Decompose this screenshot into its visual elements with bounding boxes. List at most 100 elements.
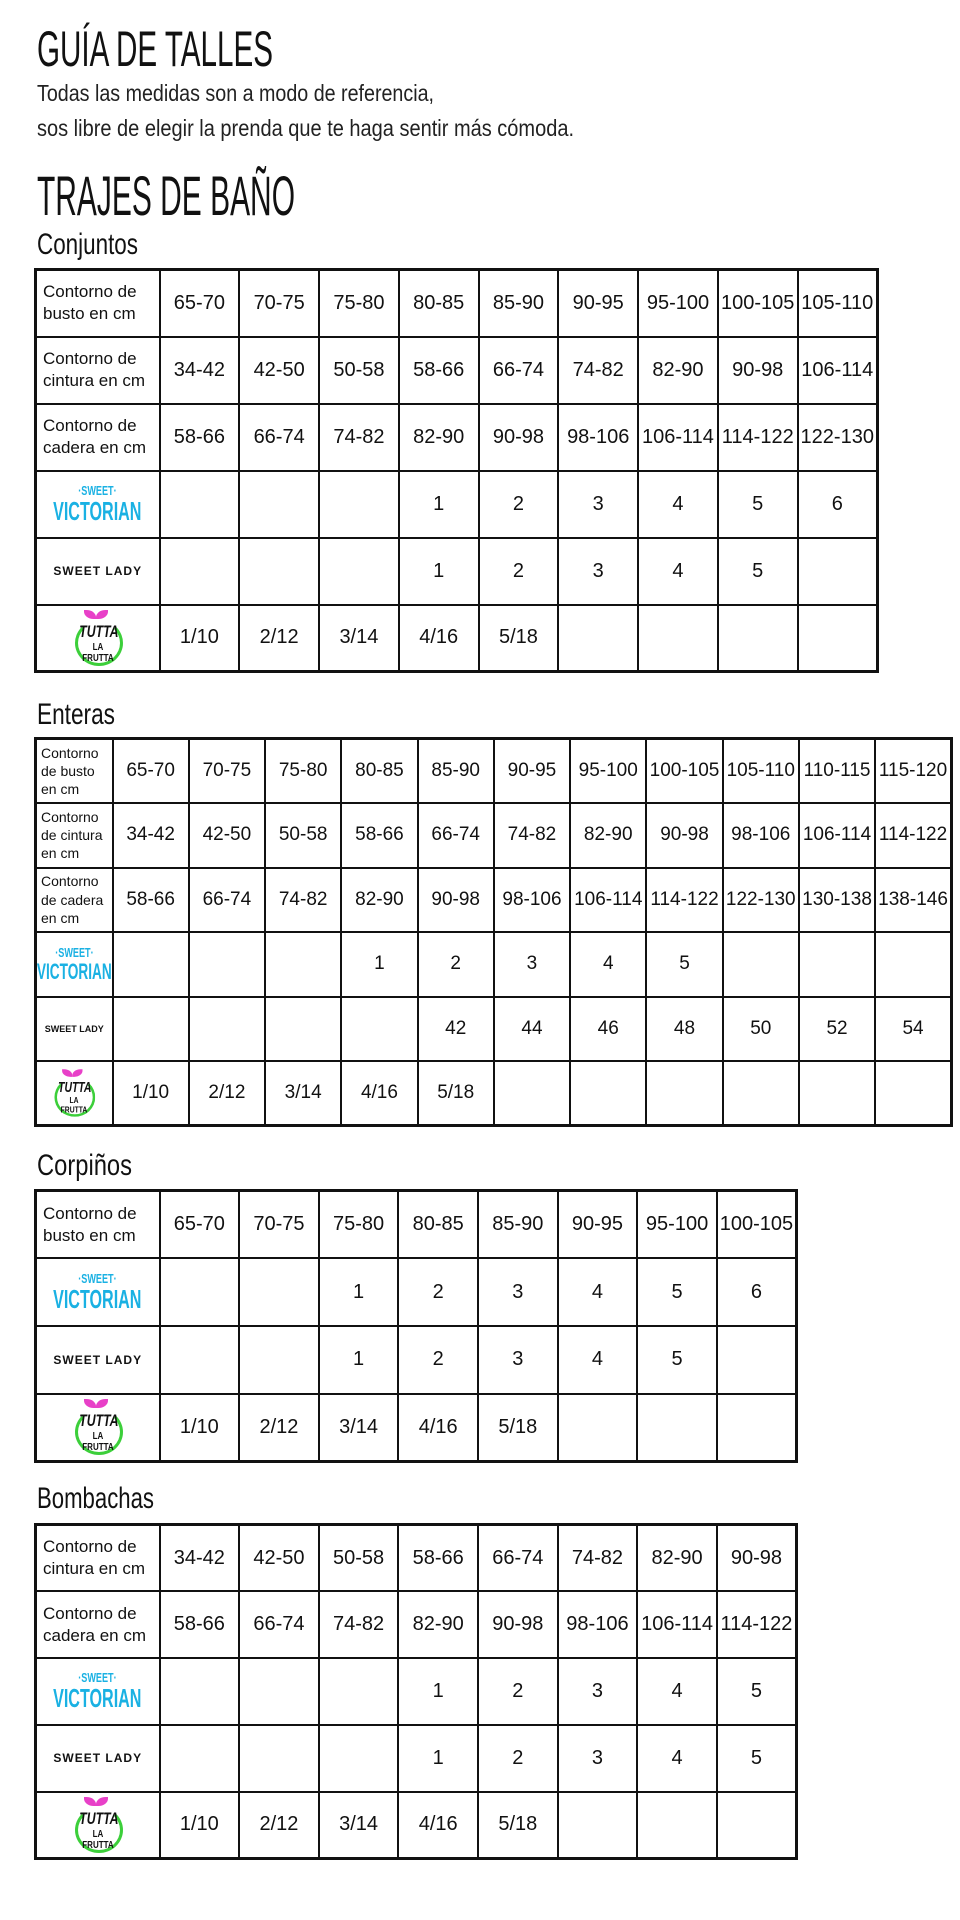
size-cell: 46 xyxy=(569,995,648,1062)
size-cell: 74-82 xyxy=(492,802,572,869)
size-cell: 4 xyxy=(636,1723,718,1793)
size-cell: 90-98 xyxy=(715,1523,798,1593)
size-cell: 90-95 xyxy=(557,268,640,338)
brand-cell: ·SWEET· VICTORIAN xyxy=(34,1657,161,1726)
size-cell: 3 xyxy=(556,1657,639,1726)
size-table-enteras: Contorno de busto en cm 65-70 70-75 75-80 80… xyxy=(34,737,953,1127)
leaf-icon xyxy=(95,609,108,619)
sweet-lady-logo: SWEET LADY xyxy=(38,1751,158,1765)
leaf-icon xyxy=(83,1796,96,1806)
brand-cell: TUTTA LA FRUTTA xyxy=(34,1790,161,1860)
heading-conjuntos: Conjuntos xyxy=(37,228,138,261)
size-cell: 58-66 xyxy=(397,335,480,405)
size-cell: 80-85 xyxy=(397,268,480,338)
size-cell: 66-74 xyxy=(477,335,560,405)
size-cell: 90-95 xyxy=(492,737,572,804)
table-row: ·SWEET· VICTORIAN 1 2 3 4 5 6 xyxy=(34,469,879,539)
sweet-victorian-wordmark: ·SWEET· VICTORIAN xyxy=(38,945,111,983)
size-cell: 75-80 xyxy=(264,737,343,804)
size-cell: 58-66 xyxy=(397,1523,479,1593)
size-cell: 1 xyxy=(317,1257,400,1327)
tutta-la-frutta-logo: TUTTA LA FRUTTA xyxy=(38,1399,158,1456)
size-cell: 90-98 xyxy=(416,866,495,933)
size-cell: 5 xyxy=(716,469,799,539)
size-cell: 98-106 xyxy=(492,866,572,933)
size-cell: 115-120 xyxy=(874,737,953,804)
size-cell: 66-74 xyxy=(238,402,321,472)
size-cell xyxy=(557,603,640,673)
size-cell xyxy=(158,1257,241,1327)
size-cell xyxy=(187,931,267,998)
size-cell xyxy=(238,1324,320,1395)
table-row: Contorno de cadera en cm 58-66 66-74 74-82 8… xyxy=(34,1590,798,1660)
size-cell: 106-114 xyxy=(636,1590,718,1660)
size-cell: 80-85 xyxy=(397,1189,479,1260)
brand-cell: SWEET LADY xyxy=(34,995,114,1062)
size-cell xyxy=(318,469,400,539)
size-cell: 82-90 xyxy=(637,335,719,405)
size-cell xyxy=(636,1392,718,1463)
size-cell xyxy=(238,1257,320,1327)
size-cell: 5/18 xyxy=(477,1392,559,1463)
tutta-la-frutta-logo: TUTTA LA FRUTTA xyxy=(38,1065,111,1121)
size-cell: 48 xyxy=(645,995,724,1062)
section-title: TRAJES DE BAÑO xyxy=(37,164,295,227)
size-cell: 90-98 xyxy=(477,402,560,472)
size-cell: 6 xyxy=(796,469,879,539)
leaf-icon xyxy=(83,609,96,619)
table-row: Contorno de cintura en cm 34-42 42-50 50-58… xyxy=(34,1523,798,1593)
table-row: SWEET LADY 1 2 3 4 5 xyxy=(34,1723,798,1793)
logo-line-1: TUTTA xyxy=(79,1808,119,1828)
size-cell: 5 xyxy=(715,1723,798,1793)
size-cell: 95-100 xyxy=(637,268,719,338)
size-cell: 4 xyxy=(636,1657,718,1726)
leaf-icon xyxy=(95,1796,108,1806)
brand-cell: ·SWEET· VICTORIAN xyxy=(34,1257,161,1327)
size-cell: 70-75 xyxy=(238,268,321,338)
size-cell: 42-50 xyxy=(187,802,267,869)
size-cell: 66-74 xyxy=(477,1523,559,1593)
size-cell: 5/18 xyxy=(477,1790,559,1860)
logo-line-2: LA FRUTTA xyxy=(60,1096,88,1116)
size-cell: 3/14 xyxy=(317,1790,400,1860)
size-cell: 82-90 xyxy=(569,802,648,869)
size-cell: 3 xyxy=(557,536,640,606)
logo-text: SWEET LADY xyxy=(53,564,143,578)
size-cell: 114-122 xyxy=(715,1590,798,1660)
size-cell: 74-82 xyxy=(318,402,400,472)
size-table-bombachas: Contorno de cintura en cm 34-42 42-50 50-58… xyxy=(34,1523,798,1860)
size-cell: 85-90 xyxy=(477,268,560,338)
measure-label: Contorno de busto en cm xyxy=(34,268,161,338)
logo-line-1: ·SWEET· xyxy=(78,1669,117,1685)
green-ring-icon xyxy=(74,1806,123,1853)
size-cell: 2 xyxy=(416,931,495,998)
size-cell xyxy=(645,1060,724,1127)
size-cell: 4 xyxy=(637,536,719,606)
table-row: Contorno de cadera en cm 58-66 66-74 74-82 8… xyxy=(34,402,879,472)
brand-cell: ·SWEET· VICTORIAN xyxy=(34,469,161,539)
green-ring-icon xyxy=(74,1409,123,1456)
size-cell: 2/12 xyxy=(238,1790,320,1860)
size-cell xyxy=(187,995,267,1062)
table-row: Contorno de cintura en cm 34-42 42-50 50-58… xyxy=(34,335,879,405)
size-cell: 85-90 xyxy=(477,1189,559,1260)
size-cell: 3 xyxy=(557,469,640,539)
size-cell xyxy=(238,469,321,539)
size-cell: 42 xyxy=(416,995,495,1062)
table-row: Contorno de busto en cm 65-70 70-75 75-80 80… xyxy=(34,737,953,804)
size-cell: 4/16 xyxy=(397,1392,479,1463)
sweet-lady-logo: SWEET LADY xyxy=(38,1353,158,1367)
brand-cell: TUTTA LA FRUTTA xyxy=(34,1060,114,1127)
sweet-victorian-wordmark: ·SWEET· VICTORIAN xyxy=(38,1271,158,1313)
size-cell: 65-70 xyxy=(158,268,241,338)
logo-line-1: TUTTA xyxy=(79,621,119,641)
size-cell: 5/18 xyxy=(477,603,560,673)
size-cell: 1/10 xyxy=(158,1392,241,1463)
table-row: Contorno de cadera en cm 58-66 66-74 74-82 8… xyxy=(34,866,953,933)
size-cell: 44 xyxy=(492,995,572,1062)
heading-bombachas: Bombachas xyxy=(37,1482,154,1515)
size-cell: 100-105 xyxy=(715,1189,798,1260)
size-cell: 52 xyxy=(797,995,877,1062)
size-cell: 114-122 xyxy=(645,866,724,933)
size-cell: 2 xyxy=(397,1324,479,1395)
